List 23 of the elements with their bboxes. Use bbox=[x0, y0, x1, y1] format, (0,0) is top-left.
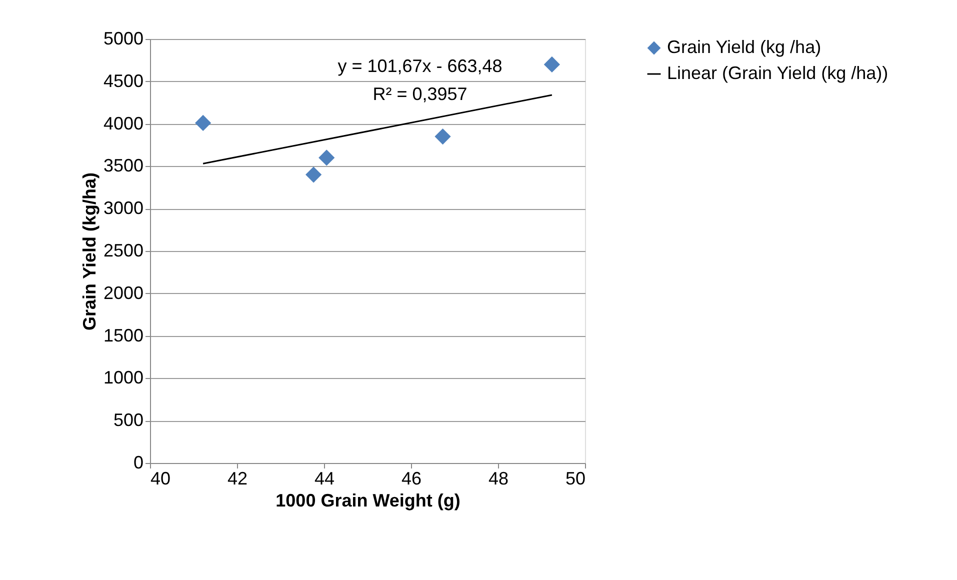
x-tick-label: 46 bbox=[401, 468, 422, 488]
x-tick-label: 44 bbox=[314, 468, 335, 488]
y-tick-label: 3000 bbox=[103, 198, 144, 218]
x-tick-label: 48 bbox=[488, 468, 509, 488]
y-tick-label: 2500 bbox=[103, 240, 144, 260]
y-tick-label: 4000 bbox=[103, 113, 144, 134]
annotation: R² = 0,3957 bbox=[372, 84, 468, 104]
x-tick-label: 40 bbox=[150, 468, 171, 488]
legend-label: Grain Yield (kg /ha) bbox=[667, 37, 822, 57]
x-axis-title: 1000 Grain Weight (g) bbox=[276, 490, 460, 510]
y-tick-label: 2000 bbox=[103, 282, 144, 303]
y-tick-label: 0 bbox=[133, 452, 144, 472]
y-tick-label: 3500 bbox=[103, 156, 144, 176]
x-tick-label: 42 bbox=[227, 468, 248, 488]
y-tick-label: 1000 bbox=[103, 368, 144, 388]
y-tick-label: 500 bbox=[113, 410, 144, 430]
y-tick-label: 4500 bbox=[103, 70, 144, 91]
y-tick-label: 1500 bbox=[103, 325, 144, 346]
annotation: y = 101,67x - 663,48 bbox=[338, 56, 502, 76]
legend-label: Linear (Grain Yield (kg /ha)) bbox=[667, 63, 888, 83]
y-tick-label: 5000 bbox=[103, 28, 144, 48]
x-tick-label: 50 bbox=[565, 468, 586, 488]
y-axis-title: Grain Yield (kg/ha) bbox=[79, 172, 100, 331]
